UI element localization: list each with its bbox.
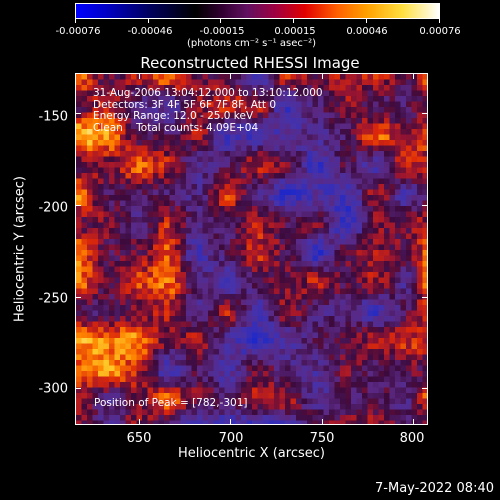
colorbar-gradient [76, 4, 439, 18]
colorbar-tick-label: -0.00046 [127, 26, 173, 37]
y-axis-tick [75, 113, 81, 115]
y-axis-tick [422, 388, 428, 390]
colorbar-tickmark [366, 19, 367, 23]
x-tick-label: 750 [309, 431, 335, 446]
y-axis-tick [75, 296, 81, 298]
colorbar-tickmark [439, 19, 440, 23]
y-tick-label: -300 [38, 381, 68, 397]
x-axis-tick [139, 73, 140, 79]
x-tick-label: 650 [126, 431, 152, 446]
y-axis-tick [422, 296, 428, 298]
colorbar-tick-label: 0.00076 [419, 26, 461, 37]
x-axis-tick [321, 419, 323, 425]
y-axis-tick [75, 388, 81, 390]
colorbar-tick-label: -0.00076 [55, 26, 101, 37]
x-axis-tick [230, 419, 232, 425]
colorbar-tickmark [75, 19, 76, 23]
colorbar-tick-label: 0.00046 [346, 26, 388, 37]
colorbar-tick-label: 0.00015 [274, 26, 316, 37]
plot-area: 31-Aug-2006 13:04:12.000 to 13:10:12.000… [75, 73, 428, 425]
colorbar-tickmark [293, 19, 294, 23]
x-axis-tick [139, 419, 140, 425]
x-tick-label: 700 [218, 431, 244, 446]
annotation-energy-range: Energy Range: 12.0 - 25.0 keV [93, 110, 254, 122]
x-axis-tick [413, 419, 415, 425]
x-axis-tick [413, 73, 415, 79]
x-tick-label: 800 [399, 431, 425, 446]
annotation-detectors: Detectors: 3F 4F 5F 6F 7F 8F, Att 0 [93, 98, 277, 111]
colorbar-tickmark [220, 19, 221, 23]
y-axis-tick [422, 113, 428, 115]
colorbar-tickmark [148, 19, 149, 23]
y-tick-label: -150 [38, 109, 68, 125]
rhessi-image [76, 74, 427, 424]
x-axis-tick [230, 73, 232, 79]
annotation-time-range: 31-Aug-2006 13:04:12.000 to 13:10:12.000 [93, 87, 323, 99]
colorbar-tick-label: -0.00015 [199, 26, 245, 37]
colorbar-units: (photons cm⁻² s⁻¹ asec⁻²) [187, 38, 317, 49]
y-tick-label: -200 [38, 200, 68, 216]
plot-title: Reconstructed RHESSI Image [140, 54, 360, 72]
annotation-peak-position: Position of Peak = [782,-301] [94, 397, 248, 409]
y-axis-label: Heliocentric Y (arcsec) [12, 176, 28, 322]
datestamp: 7-May-2022 08:40 [375, 481, 494, 496]
y-axis-tick [75, 205, 81, 206]
annotation-total-counts: Clean Total counts: 4.09E+04 [93, 121, 259, 134]
y-axis-tick [422, 205, 428, 206]
x-axis-label: Heliocentric X (arcsec) [178, 446, 325, 461]
x-axis-tick [321, 73, 323, 79]
y-tick-label: -250 [38, 291, 68, 307]
colorbar [75, 3, 440, 19]
